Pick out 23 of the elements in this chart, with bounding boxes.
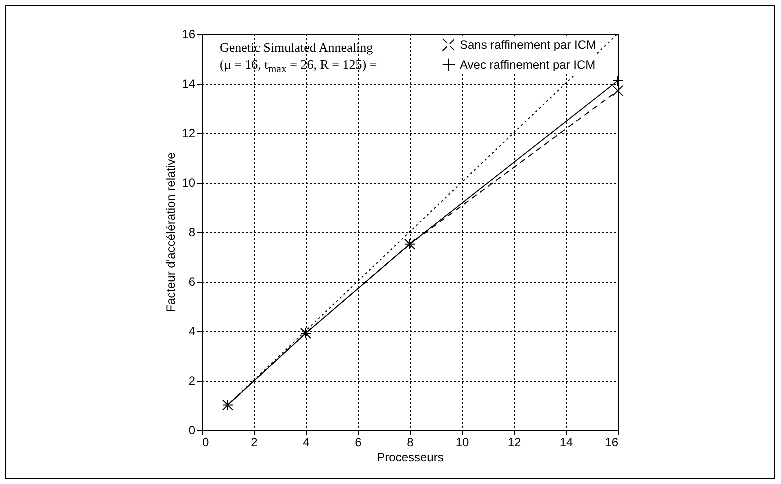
- legend-title: Genetic Simulated Annealing (μ = 16, t$_{max}$ = 26, R = 125) =: [220, 39, 378, 78]
- legend-label: Avec raffinement par ICM: [460, 58, 596, 72]
- y-tick-label: 16: [182, 28, 196, 42]
- x-tick-label: 10: [456, 436, 470, 450]
- y-tick-label: 8: [188, 226, 196, 240]
- y-tick-label: 2: [188, 374, 196, 388]
- x-tick-label: 4: [303, 436, 310, 450]
- x-tick-label: 0: [202, 436, 210, 450]
- x-tick-label: 14: [560, 436, 574, 450]
- y-axis-title: Facteur d'accélération relative: [164, 152, 178, 312]
- y-tick-label: 14: [182, 77, 196, 91]
- x-tick-label: 8: [407, 436, 414, 450]
- y-tick-label: 4: [188, 324, 196, 338]
- y-tick-label: 0: [188, 424, 196, 438]
- x-tick-label: 2: [251, 436, 258, 450]
- y-tick-label: 6: [188, 275, 196, 289]
- x-tick-label: 6: [355, 436, 362, 450]
- y-tick-label: 12: [182, 126, 196, 140]
- legend-label: Sans raffinement par ICM: [460, 38, 597, 52]
- y-tick-label: 10: [182, 176, 196, 190]
- x-tick-label: 12: [508, 436, 522, 450]
- x-tick-label: 16: [605, 436, 619, 450]
- x-axis-title: Processeurs: [377, 450, 444, 464]
